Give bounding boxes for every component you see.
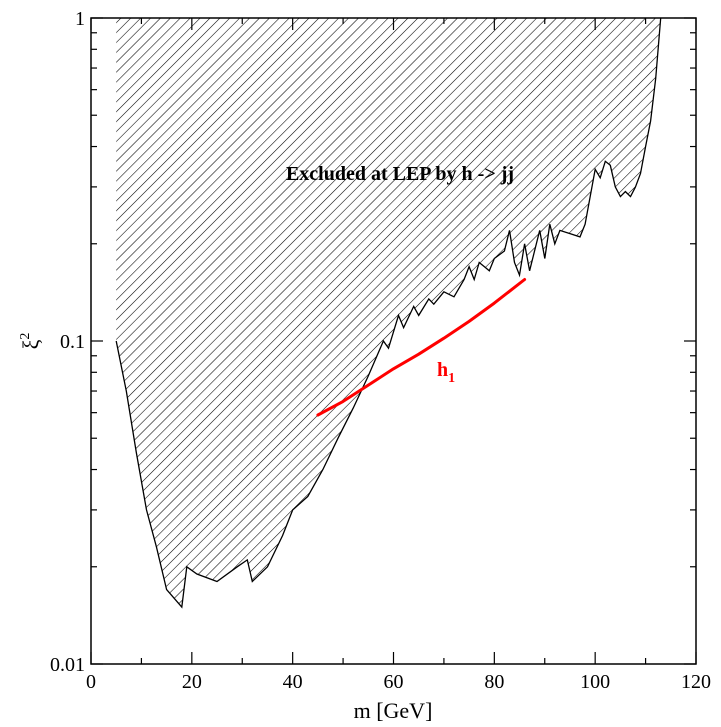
x-tick-label: 20 bbox=[182, 671, 202, 693]
excluded-region-fill bbox=[116, 18, 661, 608]
x-tick-label: 60 bbox=[384, 671, 404, 693]
x-tick-label: 40 bbox=[283, 671, 303, 693]
y-tick-label: 1 bbox=[75, 8, 85, 30]
x-tick-label: 100 bbox=[580, 671, 610, 693]
excluded-region-boundary bbox=[115, 18, 662, 609]
x-axis-label: m [GeV] bbox=[354, 698, 433, 723]
x-tick-label: 0 bbox=[86, 671, 96, 693]
y-tick-label: 0.1 bbox=[60, 331, 85, 353]
y-tick-label: 0.01 bbox=[50, 654, 85, 676]
annotation-excluded: Excluded at LEP by h -> jj bbox=[286, 163, 514, 185]
y-axis-label: ξ2 bbox=[18, 333, 43, 350]
x-tick-label: 80 bbox=[484, 671, 504, 693]
x-tick-label: 120 bbox=[681, 671, 711, 693]
series-label-h1: h1 bbox=[437, 359, 455, 386]
series-line-0 bbox=[316, 278, 527, 417]
